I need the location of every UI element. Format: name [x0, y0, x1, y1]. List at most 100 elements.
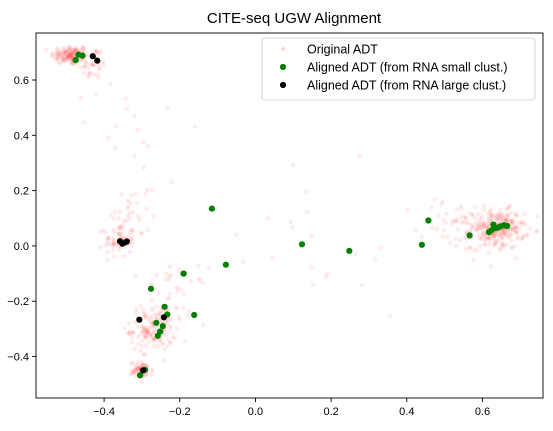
- original-adt-point: [495, 212, 501, 217]
- original-adt-point: [489, 216, 494, 221]
- original-adt-point: [466, 220, 471, 226]
- original-adt-point: [49, 53, 55, 58]
- original-adt-point: [486, 212, 492, 217]
- original-adt-point: [67, 52, 73, 58]
- original-adt-point: [83, 60, 88, 65]
- original-adt-point: [163, 271, 169, 276]
- original-adt-point: [498, 217, 504, 222]
- original-adt-point: [502, 216, 507, 221]
- original-adt-point: [443, 220, 448, 226]
- original-adt-point: [62, 49, 67, 54]
- original-adt-point: [476, 224, 482, 229]
- original-adt-point: [474, 226, 479, 232]
- original-adt-point: [139, 359, 144, 365]
- original-adt-point: [131, 370, 136, 376]
- original-adt-point: [323, 274, 328, 280]
- original-adt-point: [129, 335, 134, 340]
- original-adt-point: [500, 245, 506, 250]
- original-adt-point: [512, 220, 517, 225]
- original-adt-point: [111, 241, 117, 246]
- original-adt-point: [141, 361, 146, 367]
- original-adt-point: [149, 298, 155, 303]
- original-adt-point: [143, 191, 148, 196]
- original-adt-point: [477, 232, 482, 237]
- original-adt-point: [499, 229, 504, 234]
- original-adt-point: [527, 226, 533, 231]
- original-adt-point: [492, 242, 498, 247]
- original-adt-point: [65, 57, 70, 62]
- original-adt-point: [149, 372, 154, 378]
- original-adt-point: [66, 54, 71, 59]
- original-adt-point: [68, 48, 73, 53]
- original-adt-point: [512, 224, 517, 230]
- original-adt-point: [514, 212, 519, 218]
- original-adt-point: [151, 214, 156, 219]
- y-tick-label: 0.2: [14, 186, 29, 198]
- original-adt-point: [509, 219, 514, 224]
- original-adt-point: [151, 337, 156, 343]
- original-adt-point: [139, 324, 145, 329]
- original-adt-point: [69, 54, 74, 60]
- original-adt-point: [151, 330, 156, 336]
- original-adt-point: [471, 257, 476, 263]
- original-adt-point: [432, 197, 437, 202]
- original-adt-point: [132, 113, 137, 119]
- original-adt-point: [419, 234, 424, 240]
- original-adt-point: [475, 223, 481, 228]
- original-adt-point: [461, 219, 466, 224]
- original-adt-point: [167, 317, 173, 322]
- original-adt-point: [441, 234, 446, 239]
- original-adt-point: [70, 50, 75, 55]
- original-adt-point: [115, 230, 120, 235]
- original-adt-point: [157, 311, 162, 316]
- original-adt-point: [504, 217, 510, 222]
- original-adt-point: [388, 314, 393, 319]
- original-adt-point: [147, 319, 152, 325]
- original-adt-point: [499, 242, 505, 248]
- original-adt-point: [145, 330, 151, 336]
- original-adt-point: [513, 244, 518, 249]
- original-adt-point: [495, 217, 500, 222]
- original-adt-point: [482, 224, 487, 229]
- original-adt-point: [133, 362, 139, 367]
- aligned-small-clust-point: [136, 372, 144, 379]
- original-adt-point: [83, 59, 89, 64]
- original-adt-point: [111, 238, 116, 243]
- aligned-small-clust-point: [157, 328, 164, 335]
- aligned-small-clust-point: [153, 319, 160, 326]
- x-tick-label: −0.2: [169, 406, 191, 418]
- original-adt-point: [139, 344, 144, 349]
- original-adt-point: [503, 232, 508, 238]
- original-adt-point: [66, 44, 72, 49]
- original-adt-point: [476, 226, 482, 231]
- original-adt-point: [507, 218, 512, 223]
- original-adt-point: [114, 242, 119, 248]
- original-adt-point: [105, 249, 110, 255]
- original-adt-point: [127, 331, 132, 337]
- original-adt-point: [174, 326, 180, 331]
- original-adt-point: [138, 332, 143, 337]
- original-adt-point: [135, 127, 141, 132]
- original-adt-point: [142, 325, 148, 331]
- original-adt-point: [151, 328, 156, 334]
- original-adt-point: [483, 238, 488, 243]
- original-adt-point: [95, 72, 100, 77]
- original-adt-point: [445, 234, 450, 240]
- original-adt-point: [117, 232, 122, 237]
- original-adt-point: [131, 368, 136, 373]
- original-adt-point: [453, 236, 458, 242]
- original-adt-point: [153, 329, 158, 334]
- original-adt-point: [481, 207, 487, 212]
- original-adt-point: [164, 319, 169, 325]
- original-adt-point: [122, 326, 127, 331]
- original-adt-point: [81, 46, 86, 51]
- original-adt-point: [108, 242, 113, 247]
- original-adt-point: [505, 212, 510, 218]
- original-adt-point: [43, 47, 48, 52]
- original-adt-point: [111, 240, 116, 246]
- original-adt-point: [94, 48, 99, 54]
- original-adt-point: [234, 232, 239, 237]
- original-adt-point: [513, 211, 518, 217]
- original-adt-point: [136, 366, 141, 371]
- original-adt-point: [110, 248, 116, 253]
